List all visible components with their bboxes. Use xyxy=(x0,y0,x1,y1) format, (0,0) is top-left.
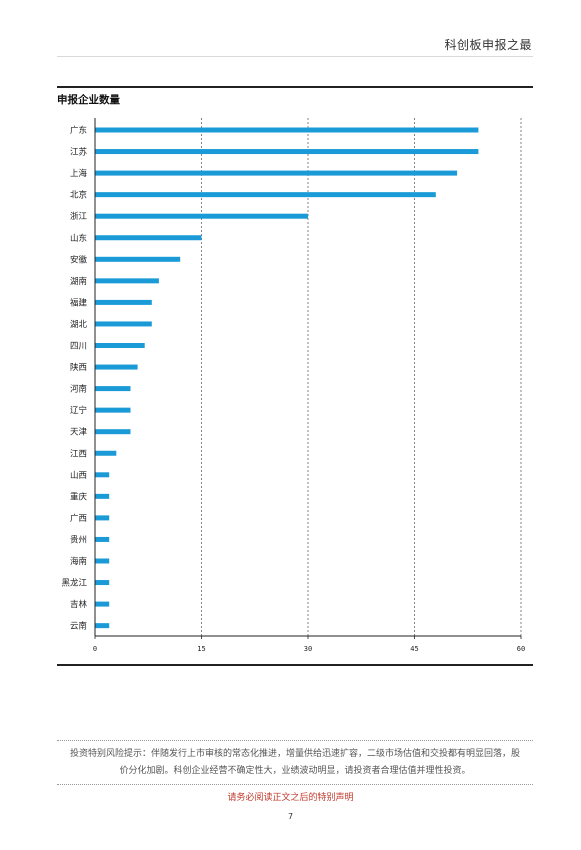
bar xyxy=(95,536,110,542)
bar xyxy=(95,235,202,241)
x-tick-label: 45 xyxy=(410,645,418,653)
x-tick-label: 30 xyxy=(304,645,312,653)
category-label: 湖南 xyxy=(70,276,87,287)
category-label: 江西 xyxy=(70,449,87,459)
category-label: 广西 xyxy=(70,513,87,524)
x-tick-label: 15 xyxy=(197,645,205,653)
bar xyxy=(95,299,152,305)
category-label: 湖北 xyxy=(70,320,88,330)
category-label: 海南 xyxy=(70,556,87,567)
chart-top-divider xyxy=(57,86,533,88)
bars xyxy=(95,127,479,629)
bar xyxy=(95,127,479,133)
bar xyxy=(95,321,152,327)
category-label: 安徽 xyxy=(70,254,88,265)
category-label: 辽宁 xyxy=(70,405,87,416)
special-notice: 请务必阅读正文之后的特别声明 xyxy=(227,793,354,803)
report-title: 科创板申报之最 xyxy=(444,38,532,52)
category-label: 上海 xyxy=(70,168,88,179)
bar xyxy=(95,364,138,370)
disclaimer-line-1: 投资特别风险提示：伴随发行上市审核的常态化推进，增量供给迅速扩容，二级市场估值和… xyxy=(69,749,520,759)
chart-bottom-divider xyxy=(57,664,533,666)
bar xyxy=(95,256,181,262)
x-tick-label: 60 xyxy=(517,645,525,653)
category-labels: 广东江苏上海北京浙江山东安徽湖南福建湖北四川陕西河南辽宁天津江西山西重庆广西贵州… xyxy=(61,125,87,632)
category-label: 黑龙江 xyxy=(61,578,87,589)
page-number: 7 xyxy=(287,812,294,821)
category-label: 福建 xyxy=(70,297,88,308)
tick-labels: 0 15 30 45 60 xyxy=(93,645,525,653)
category-label: 吉林 xyxy=(70,599,88,610)
chart-title: 申报企业数量 xyxy=(57,94,120,106)
bar xyxy=(95,149,479,155)
bar xyxy=(95,386,131,392)
bar xyxy=(95,515,110,521)
bar xyxy=(95,278,159,284)
bar xyxy=(95,580,110,586)
category-label: 山东 xyxy=(70,233,87,244)
category-label: 云南 xyxy=(70,621,87,632)
bar xyxy=(95,429,131,435)
category-label: 贵州 xyxy=(70,534,87,545)
bar xyxy=(95,558,110,564)
bar xyxy=(95,623,110,629)
category-label: 天津 xyxy=(70,427,88,438)
axes xyxy=(94,118,522,639)
header-divider xyxy=(57,56,533,57)
category-label: 四川 xyxy=(70,342,87,352)
disclaimer-bottom-divider xyxy=(57,784,533,785)
disclaimer-top-divider xyxy=(57,740,533,741)
bar xyxy=(95,343,145,348)
category-label: 北京 xyxy=(70,190,87,201)
category-label: 重庆 xyxy=(70,491,88,502)
bar xyxy=(95,170,458,176)
category-label: 浙江 xyxy=(70,211,88,222)
bar xyxy=(95,472,110,478)
bar xyxy=(95,601,110,607)
category-label: 河南 xyxy=(70,384,87,395)
bar xyxy=(95,493,110,499)
x-tick-label: 0 xyxy=(93,645,97,653)
bar xyxy=(95,213,308,219)
bar xyxy=(95,192,436,198)
bar xyxy=(95,407,131,413)
disclaimer-line-2: 价分化加剧。科创企业经营不确定性大，业绩波动明显，请投资者合理估值并理性投资。 xyxy=(119,766,471,776)
risk-disclaimer: 投资特别风险提示：伴随发行上市审核的常态化推进，增量供给迅速扩容，二级市场估值和… xyxy=(57,746,533,780)
bar xyxy=(95,450,117,456)
category-label: 山西 xyxy=(70,470,87,481)
category-label: 陕西 xyxy=(70,362,87,373)
category-label: 广东 xyxy=(70,125,87,136)
category-label: 江苏 xyxy=(70,147,88,158)
